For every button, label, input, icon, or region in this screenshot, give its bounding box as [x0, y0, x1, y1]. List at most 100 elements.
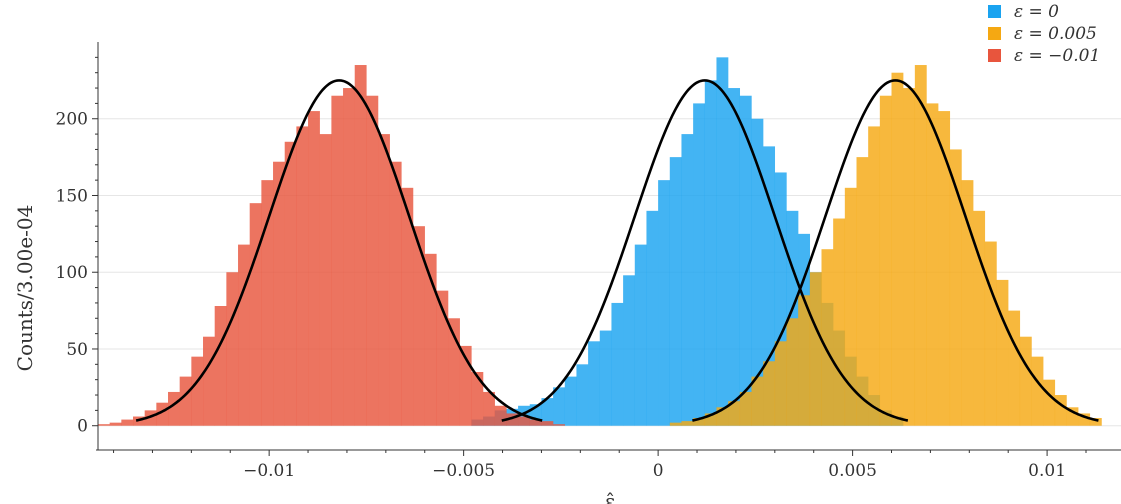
y-tick-label: 0 — [77, 417, 88, 437]
series-bars — [669, 65, 1102, 426]
histogram-bar — [553, 424, 565, 426]
histogram-bar — [448, 318, 460, 426]
histogram-bar — [389, 161, 402, 426]
histogram-bar — [914, 65, 927, 426]
histogram-bar — [401, 187, 414, 426]
histogram-bar — [704, 80, 717, 426]
histogram-bar — [961, 180, 974, 426]
histogram-bar — [903, 88, 916, 426]
histogram-bar — [693, 103, 705, 426]
histogram-bar — [763, 146, 776, 426]
histogram-bar — [541, 421, 554, 426]
histogram-bar — [238, 244, 250, 426]
histogram-bar — [179, 376, 192, 426]
x-axis-label: ε̂ — [605, 489, 615, 504]
x-tick-label: 0.005 — [828, 461, 877, 481]
histogram-bar — [319, 134, 332, 426]
histogram-bars — [98, 57, 1102, 426]
histogram-bar — [98, 424, 110, 426]
histogram-bar — [1066, 407, 1079, 426]
fit-curve — [135, 79, 543, 422]
histogram-bar — [996, 279, 1009, 426]
histogram-bar — [553, 387, 565, 426]
histogram-bar — [1019, 336, 1032, 426]
histogram-bar — [109, 422, 122, 426]
series-bars — [471, 57, 904, 426]
histogram-bar — [366, 95, 379, 426]
x-tick-label: −0.01 — [243, 461, 295, 481]
histogram-bar — [541, 398, 554, 426]
y-axis-label: Counts/3.00e-04 — [13, 205, 37, 372]
y-tick-label: 100 — [56, 263, 88, 283]
fit-curve — [692, 79, 1099, 422]
legend-swatch — [988, 27, 1001, 40]
histogram-bar — [669, 157, 682, 426]
series-bars — [98, 65, 565, 426]
histogram-bar — [424, 253, 437, 426]
histogram-bar — [763, 361, 776, 426]
histogram-bar — [459, 345, 472, 426]
histogram-bar — [693, 418, 705, 426]
histogram-bar — [821, 249, 834, 426]
histogram-bar — [623, 275, 635, 426]
histogram-bar — [203, 336, 215, 426]
histogram-bar — [681, 134, 694, 426]
histogram-bar — [354, 65, 367, 426]
histogram-bar — [669, 422, 682, 426]
histogram-bar — [436, 290, 449, 426]
histogram-bar — [168, 391, 180, 426]
histogram-bar — [529, 404, 542, 426]
y-tick-label: 50 — [66, 340, 88, 360]
histogram-bar — [1031, 356, 1044, 426]
x-tick-label: 0.01 — [1028, 461, 1066, 481]
histogram-bar — [973, 210, 986, 426]
legend-swatch — [988, 49, 1001, 62]
legend-label: ε = 0.005 — [1014, 24, 1097, 44]
x-tick-label: −0.005 — [432, 461, 495, 481]
histogram-bar — [296, 126, 309, 426]
legend-label: ε = 0 — [1014, 2, 1059, 22]
histogram-bar — [728, 401, 741, 426]
histogram-bar — [879, 95, 892, 426]
histogram-bar — [658, 180, 670, 426]
histogram-bar — [1008, 310, 1021, 426]
histogram-bar — [809, 272, 822, 426]
histogram-bar — [191, 356, 204, 426]
histogram-bar — [891, 72, 904, 426]
histogram-bar — [214, 306, 227, 426]
histogram-bar — [611, 302, 624, 426]
histogram-bar — [646, 210, 659, 426]
y-tick-label: 150 — [56, 186, 88, 206]
histogram-bar — [121, 419, 134, 426]
histogram-bar — [1089, 418, 1102, 426]
histogram-bar — [1078, 413, 1091, 426]
histogram-bar — [273, 161, 285, 426]
histogram-bar — [1043, 379, 1056, 426]
histogram-bar — [284, 141, 297, 426]
histogram-bar — [774, 172, 787, 426]
histogram-bar — [949, 149, 962, 426]
histogram-bar — [226, 272, 239, 426]
histogram-bar — [984, 241, 997, 426]
histogram-bar — [576, 364, 589, 426]
histogram-bar — [634, 244, 647, 426]
x-tick-label: 0 — [653, 461, 664, 481]
histogram-bar — [716, 407, 729, 426]
histogram-bar — [506, 413, 519, 426]
fit-curve — [501, 79, 909, 422]
histogram-bar — [681, 421, 694, 426]
gaussian-fit-curves — [135, 79, 1099, 422]
histogram-bar — [704, 413, 717, 426]
histogram-bar — [343, 88, 355, 426]
histogram-bar — [261, 180, 274, 426]
legend-label: ε = −0.01 — [1014, 46, 1100, 66]
histogram-bar — [599, 330, 612, 426]
histogram-bar — [471, 372, 484, 426]
histogram-bar — [494, 405, 507, 426]
histogram-bar — [868, 126, 881, 426]
histogram-bar — [833, 218, 846, 426]
histogram-bar — [739, 95, 752, 426]
histogram-bar — [751, 376, 764, 426]
